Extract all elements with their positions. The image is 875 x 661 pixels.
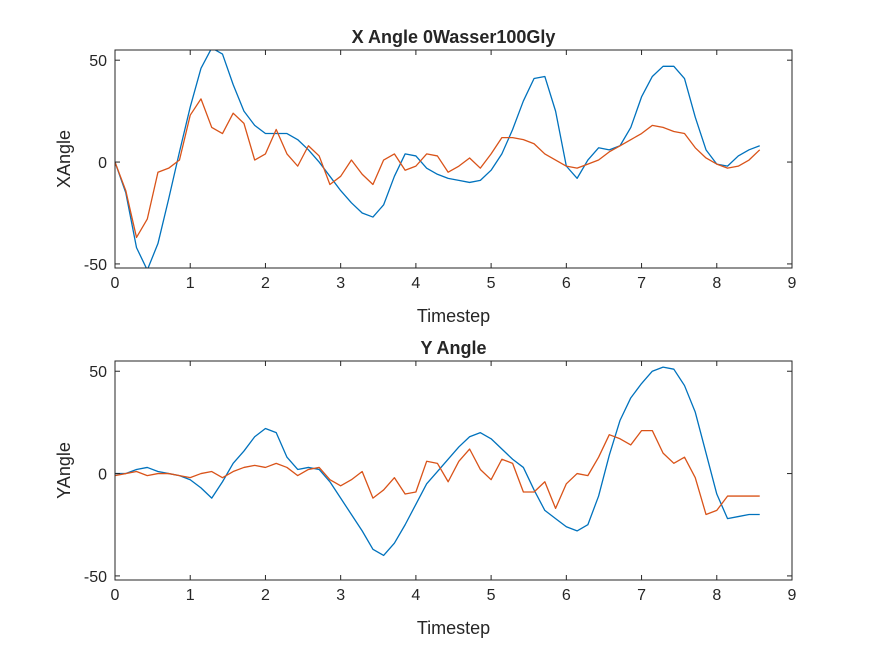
x-angle-y-tick-label: 50 xyxy=(89,53,107,70)
y-angle-x-tick-label: 8 xyxy=(712,587,721,604)
x-angle-axes-box xyxy=(114,49,793,269)
x-angle-axes-background xyxy=(115,50,792,268)
y-angle-x-axis-label: Timestep xyxy=(417,618,490,638)
x-angle-series-group xyxy=(115,50,761,268)
y-angle-y-axis-label: YAngle xyxy=(54,442,74,499)
y-angle-x-tick-label: 2 xyxy=(261,587,270,604)
y-angle-y-tick-label: -50 xyxy=(84,569,107,586)
y-angle-x-tick-label: 0 xyxy=(111,587,120,604)
y-angle-x-tick-label: 7 xyxy=(637,587,646,604)
x-angle-series-line-1 xyxy=(115,50,760,268)
y-angle-x-tick-label: 6 xyxy=(562,587,571,604)
x-angle-x-tick-label: 6 xyxy=(562,275,571,292)
y-angle-series-line-2 xyxy=(115,429,760,516)
x-angle-x-tick-label: 1 xyxy=(186,275,195,292)
x-angle-x-tick-label: 5 xyxy=(487,275,496,292)
y-angle-series-group xyxy=(115,366,760,557)
y-angle-y-tick-label: 50 xyxy=(89,364,107,381)
y-angle-x-tick-label: 9 xyxy=(788,587,797,604)
x-angle-x-tick-label: 2 xyxy=(261,275,270,292)
y-angle-x-tick-label: 1 xyxy=(186,587,195,604)
x-angle-y-tick-label: 0 xyxy=(98,155,107,172)
y-angle-x-tick-label: 4 xyxy=(411,587,420,604)
x-angle-x-tick-label: 7 xyxy=(637,275,646,292)
y-angle-axes-box xyxy=(114,360,793,581)
y-angle-title: Y Angle xyxy=(420,338,486,358)
x-angle-series-line-2 xyxy=(115,98,761,239)
x-angle-y-axis-label: XAngle xyxy=(54,130,74,188)
x-angle-x-axis-label: Timestep xyxy=(417,306,490,326)
x-angle-title: X Angle 0Wasser100Gly xyxy=(352,27,556,47)
y-angle-x-tick-label: 3 xyxy=(336,587,345,604)
y-angle-x-tick-label: 5 xyxy=(487,587,496,604)
x-angle-x-tick-label: 8 xyxy=(712,275,721,292)
x-angle-x-tick-label: 9 xyxy=(788,275,797,292)
y-angle-y-tick-label: 0 xyxy=(98,467,107,484)
x-angle-x-tick-label: 4 xyxy=(411,275,420,292)
x-angle-y-tick-label: -50 xyxy=(84,257,107,274)
x-angle-x-tick-label: 3 xyxy=(336,275,345,292)
x-angle-x-tick-label: 0 xyxy=(111,275,120,292)
y-angle-series-line-1 xyxy=(115,366,760,557)
